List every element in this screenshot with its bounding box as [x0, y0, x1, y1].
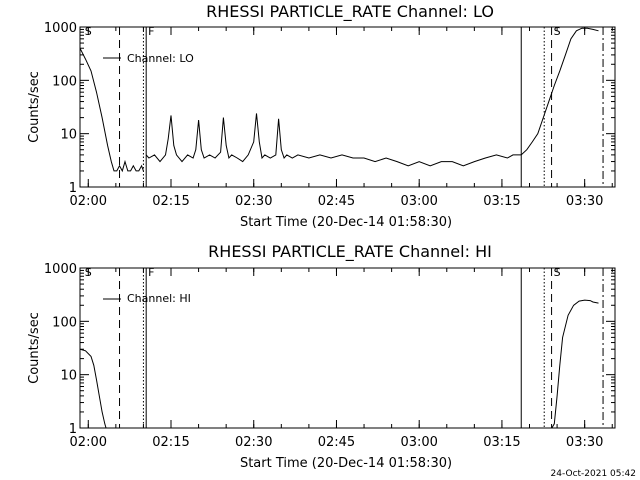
x-tick-label: 02:00: [70, 194, 107, 209]
y-tick-label: 100: [52, 74, 77, 89]
x-tick-label: 02:15: [152, 194, 189, 209]
chart-title: RHESSI PARTICLE_RATE Channel: HI: [208, 242, 492, 262]
legend-label: Channel: HI: [127, 292, 191, 305]
x-tick-label: 02:00: [70, 435, 107, 450]
x-tick-label: 02:15: [152, 435, 189, 450]
x-tick-label: 02:30: [235, 194, 272, 209]
x-tick-label: 03:00: [400, 435, 437, 450]
y-tick-label: 1000: [44, 262, 77, 277]
lo-channel-panel: RHESSI PARTICLE_RATE Channel: LO Counts/…: [27, 2, 616, 230]
flag-label: S: [554, 25, 561, 38]
x-tick-label: 02:30: [235, 435, 272, 450]
series-line: [145, 113, 522, 167]
y-tick-label: 1: [69, 181, 77, 196]
series-line: [551, 299, 599, 428]
flag-label: F: [148, 266, 154, 279]
y-axis-label: Counts/sec: [27, 71, 42, 143]
y-tick-label: 10: [60, 369, 77, 384]
series-line: [80, 348, 107, 428]
x-tick-label: 02:45: [318, 194, 355, 209]
flag-label: S: [554, 266, 561, 279]
y-tick-label: 1000: [44, 21, 77, 36]
flag-label: F: [148, 25, 154, 38]
flag-label: S: [85, 266, 92, 279]
x-tick-label: 03:30: [566, 194, 603, 209]
x-tick-label: 02:45: [318, 435, 355, 450]
generation-timestamp: 24-Oct-2021 05:42: [551, 469, 636, 479]
y-tick-label: 100: [52, 315, 77, 330]
y-axis-label: Counts/sec: [27, 312, 42, 384]
x-axis-label: Start Time (20-Dec-14 01:58:30): [240, 456, 452, 471]
series-line: [520, 27, 599, 156]
flag-label: S: [85, 25, 92, 38]
series-line: [80, 47, 144, 173]
x-axis-label: Start Time (20-Dec-14 01:58:30): [240, 215, 452, 230]
y-tick-label: 1: [69, 422, 77, 437]
x-tick-label: 03:15: [483, 194, 520, 209]
hi-channel-panel: RHESSI PARTICLE_RATE Channel: HI Counts/…: [27, 242, 616, 471]
y-tick-label: 10: [60, 128, 77, 143]
plot-frame: [79, 26, 616, 188]
chart-title: RHESSI PARTICLE_RATE Channel: LO: [206, 2, 494, 22]
x-tick-label: 03:00: [400, 194, 437, 209]
legend-label: Channel: LO: [127, 52, 194, 65]
x-tick-label: 03:30: [566, 435, 603, 450]
plot-frame: [79, 267, 616, 429]
x-tick-label: 03:15: [483, 435, 520, 450]
